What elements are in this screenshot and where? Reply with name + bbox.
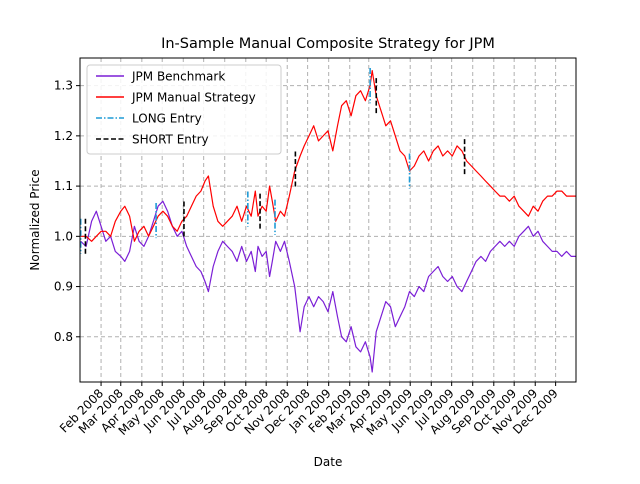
benchmark-line — [80, 200, 576, 373]
y-axis-label: Normalized Price — [28, 169, 42, 270]
legend: JPM Benchmark JPM Manual Strategy LONG E… — [86, 64, 282, 155]
chart-title: In-Sample Manual Composite Strategy for … — [161, 36, 495, 52]
legend-strategy-label: JPM Manual Strategy — [131, 91, 256, 105]
y-tick-label: 1.1 — [54, 179, 73, 193]
axes-frame — [79, 57, 577, 383]
x-axis-label: Date — [314, 455, 343, 469]
plot-area — [79, 68, 576, 373]
y-tick-label: 1.2 — [54, 129, 73, 143]
legend-benchmark-label: JPM Benchmark — [131, 70, 225, 84]
legend-long-entry-label: LONG Entry — [132, 112, 202, 126]
y-axis: 0.8 0.9 1.0 1.1 1.2 1.3 — [54, 79, 80, 344]
y-tick-label: 1.0 — [54, 229, 73, 243]
legend-box — [86, 64, 282, 155]
grid — [80, 58, 576, 382]
strategy-line — [80, 70, 576, 242]
y-tick-label: 1.3 — [54, 79, 73, 93]
y-tick-label: 0.9 — [54, 280, 73, 294]
y-tick-label: 0.8 — [54, 330, 73, 344]
legend-short-entry-label: SHORT Entry — [132, 133, 209, 147]
